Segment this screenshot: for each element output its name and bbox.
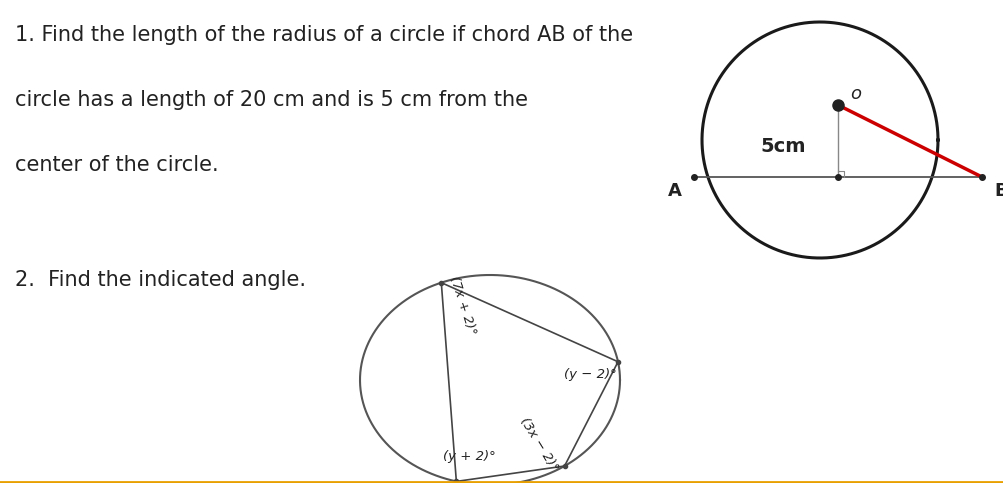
Text: (3x − 2)°: (3x − 2)°	[517, 415, 560, 473]
Text: 1. Find the length of the radius of a circle if chord AB of the: 1. Find the length of the radius of a ci…	[15, 25, 633, 45]
Text: 2.  Find the indicated angle.: 2. Find the indicated angle.	[15, 270, 306, 290]
Text: (7x + 2)°: (7x + 2)°	[446, 275, 477, 337]
Text: A: A	[667, 182, 681, 200]
Text: (y + 2)°: (y + 2)°	[442, 450, 495, 463]
Text: center of the circle.: center of the circle.	[15, 155, 219, 175]
Text: B: B	[993, 182, 1003, 200]
Text: circle has a length of 20 cm and is 5 cm from the: circle has a length of 20 cm and is 5 cm…	[15, 90, 528, 110]
Text: o: o	[850, 85, 861, 103]
Text: 5cm: 5cm	[759, 137, 805, 156]
Text: (y − 2)°: (y − 2)°	[564, 369, 616, 382]
